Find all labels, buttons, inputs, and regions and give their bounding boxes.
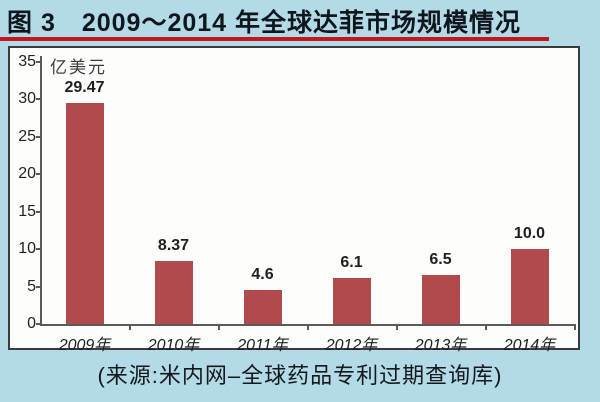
y-tick-mark xyxy=(36,173,41,176)
plot-area: 亿美元 0 5 10 15 20 25 30 35 29.47 2009年 8.37 2010年 4.6… xyxy=(10,48,578,354)
y-tick-label: 10 xyxy=(18,240,36,258)
y-tick-label: 25 xyxy=(18,127,36,145)
y-tick-mark xyxy=(36,98,41,101)
y-tick-label: 20 xyxy=(18,165,36,183)
bar xyxy=(65,103,104,324)
y-tick-label: 35 xyxy=(18,53,36,70)
y-tick-mark xyxy=(36,210,41,213)
x-tick-label: 2009年 xyxy=(58,337,111,354)
x-tick-label: 2014年 xyxy=(503,337,556,354)
bar xyxy=(421,275,460,324)
y-axis-unit-label: 亿美元 xyxy=(50,58,107,77)
y-tick-label: 5 xyxy=(27,277,36,295)
bar-value-label: 8.37 xyxy=(157,237,190,255)
source-caption: (来源:米内网–全球药品专利过期查询库) xyxy=(97,363,503,388)
figure-title: 图 3 2009～2014 年全球达菲市场规模情况 xyxy=(7,9,522,37)
bar-value-label: 10.0 xyxy=(513,225,546,243)
y-tick-mark xyxy=(36,61,41,63)
bar xyxy=(510,249,549,324)
bar-value-label: 4.6 xyxy=(251,265,274,283)
x-tick-mark xyxy=(574,324,576,330)
y-tick-label: 0 xyxy=(27,315,36,332)
x-tick-mark xyxy=(485,324,487,330)
bar-value-label: 29.47 xyxy=(64,79,105,97)
y-tick-mark xyxy=(36,248,41,251)
x-tick-mark xyxy=(129,324,131,330)
bar xyxy=(154,261,193,324)
y-tick-mark xyxy=(36,285,41,288)
bar xyxy=(332,278,371,324)
x-tick-label: 2010年 xyxy=(147,337,200,354)
chart-panel: 亿美元 0 5 10 15 20 25 30 35 29.47 2009年 8.37 2010年 4.6… xyxy=(8,46,580,354)
title-underline-divider xyxy=(0,37,549,41)
bar xyxy=(243,289,282,324)
x-tick-label: 2012年 xyxy=(325,337,378,354)
y-axis-line xyxy=(40,56,42,325)
y-tick-mark xyxy=(36,323,41,325)
x-tick-label: 2013年 xyxy=(414,337,467,354)
x-tick-mark xyxy=(218,324,220,330)
y-tick-label: 30 xyxy=(18,90,36,108)
x-tick-mark xyxy=(396,324,398,330)
bar-value-label: 6.5 xyxy=(429,251,452,269)
x-tick-label: 2011年 xyxy=(237,337,288,354)
y-tick-label: 15 xyxy=(18,202,36,220)
bar-value-label: 6.1 xyxy=(340,254,363,272)
y-tick-mark xyxy=(36,135,41,138)
x-tick-mark xyxy=(307,324,309,330)
